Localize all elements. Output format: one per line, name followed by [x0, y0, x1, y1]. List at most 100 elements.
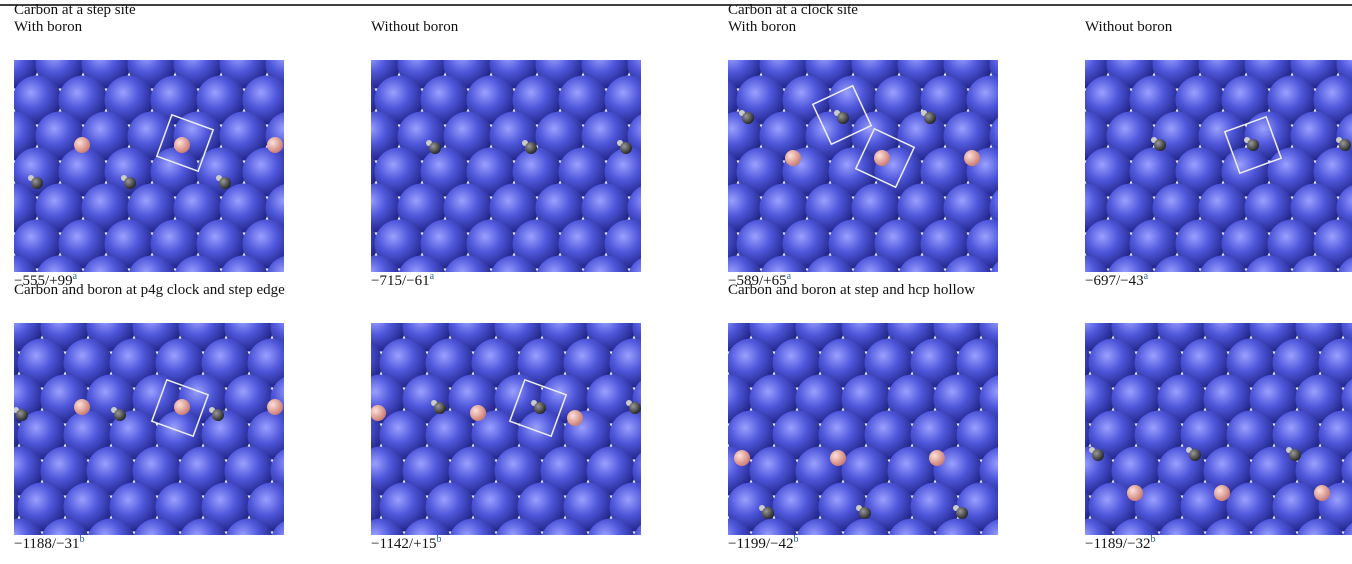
panel-label: Without boron	[371, 19, 459, 35]
metal-atom	[658, 303, 707, 352]
metal-atom	[317, 447, 366, 496]
metal-atom	[658, 375, 707, 424]
section-title: Carbon at a clock site	[728, 2, 858, 18]
metal-atom	[582, 256, 631, 305]
metal-atom	[674, 40, 723, 89]
boron-atom	[267, 399, 283, 415]
metal-atom	[294, 339, 343, 388]
metal-atom	[1036, 256, 1085, 305]
energy-caption: −697/−43a	[1085, 271, 1149, 289]
energy-caption: −1188/−31b	[14, 534, 85, 552]
structure-image	[0, 303, 389, 564]
panel-label: With boron	[14, 19, 83, 35]
metal-atom	[312, 256, 361, 305]
footnote-mark: a	[787, 271, 792, 282]
metal-atom	[1003, 411, 1052, 460]
energy-value: −1142/+15	[371, 536, 437, 552]
metal-atom	[317, 303, 366, 352]
metal-atom	[668, 40, 717, 89]
footnote-mark: b	[1151, 534, 1156, 545]
section-title: Carbon and boron at p4g clock and step e…	[14, 282, 285, 298]
section-title: Carbon at a step site	[14, 2, 136, 18]
footnote-mark: a	[1144, 271, 1149, 282]
carbon-atom	[1092, 449, 1104, 461]
metal-atom	[1020, 447, 1069, 496]
metal-atom	[681, 411, 730, 460]
carbon-atom	[31, 177, 43, 189]
energy-value: −715/−61	[371, 273, 430, 289]
boron-atom	[74, 137, 90, 153]
boron-atom	[734, 450, 750, 466]
energy-value: −1188/−31	[14, 536, 80, 552]
metal-atom	[679, 375, 728, 424]
metal-atom	[679, 447, 728, 496]
metal-atom	[311, 519, 360, 564]
carbon-atom	[434, 402, 446, 414]
carbon-atom	[16, 409, 28, 421]
metal-atom	[1015, 40, 1064, 89]
metal-atom	[1013, 76, 1062, 125]
structure-image	[311, 303, 751, 564]
metal-atom	[1038, 220, 1087, 269]
boron-atom	[1214, 485, 1230, 501]
structure-image	[668, 40, 1108, 305]
metal-atom	[656, 339, 705, 388]
metal-atom	[306, 112, 355, 161]
boron-atom	[267, 137, 283, 153]
carbon-atom	[124, 177, 136, 189]
metal-atom	[656, 411, 705, 460]
metal-atom	[1026, 303, 1075, 352]
footnote-mark: a	[73, 271, 78, 282]
metal-atom	[681, 339, 730, 388]
metal-atom	[1013, 148, 1062, 197]
boron-atom	[174, 137, 190, 153]
metal-atom	[1015, 256, 1064, 305]
energy-caption: −1199/−42b	[728, 534, 799, 552]
metal-atom	[306, 256, 355, 305]
metal-atom	[1003, 483, 1052, 532]
metal-atom	[1036, 40, 1085, 89]
metal-atom	[289, 220, 338, 269]
boron-atom	[785, 150, 801, 166]
section-title: Carbon and boron at step and hcp hollow	[728, 282, 975, 298]
structure-image	[306, 40, 746, 305]
metal-atom	[1245, 256, 1294, 305]
carbon-atom	[534, 402, 546, 414]
figure: Carbon at a step siteWith boron−555/+99a…	[0, 0, 1352, 564]
footnote-mark: b	[437, 534, 442, 545]
boron-atom	[74, 399, 90, 415]
metal-atom	[311, 303, 360, 352]
metal-atom	[1003, 339, 1052, 388]
metal-atom	[1291, 256, 1340, 305]
metal-atom	[651, 148, 700, 197]
energy-caption: −715/−61a	[371, 271, 435, 289]
metal-atom	[658, 519, 707, 564]
metal-atom	[668, 184, 717, 233]
boron-atom	[567, 410, 583, 426]
carbon-atom	[1247, 139, 1259, 151]
metal-atom	[0, 220, 16, 269]
metal-atom	[651, 76, 700, 125]
footnote-mark: a	[430, 271, 435, 282]
metal-atom	[1026, 375, 1075, 424]
carbon-atom	[837, 112, 849, 124]
structure-image	[658, 303, 1098, 564]
metal-atom	[679, 303, 728, 352]
carbon-atom	[114, 409, 126, 421]
metal-atom	[329, 76, 378, 125]
carbon-atom	[525, 142, 537, 154]
carbon-atom	[859, 507, 871, 519]
metal-atom	[312, 40, 361, 89]
energy-value: −1189/−32	[1085, 536, 1151, 552]
metal-atom	[628, 256, 677, 305]
metal-atom	[1020, 519, 1069, 564]
carbon-atom	[620, 142, 632, 154]
metal-atom	[651, 220, 700, 269]
metal-atom	[1026, 447, 1075, 496]
structure-image	[1020, 303, 1352, 564]
carbon-atom	[429, 142, 441, 154]
metal-atom	[1038, 76, 1087, 125]
metal-atom	[658, 447, 707, 496]
metal-atom	[681, 483, 730, 532]
metal-atom	[1043, 483, 1092, 532]
